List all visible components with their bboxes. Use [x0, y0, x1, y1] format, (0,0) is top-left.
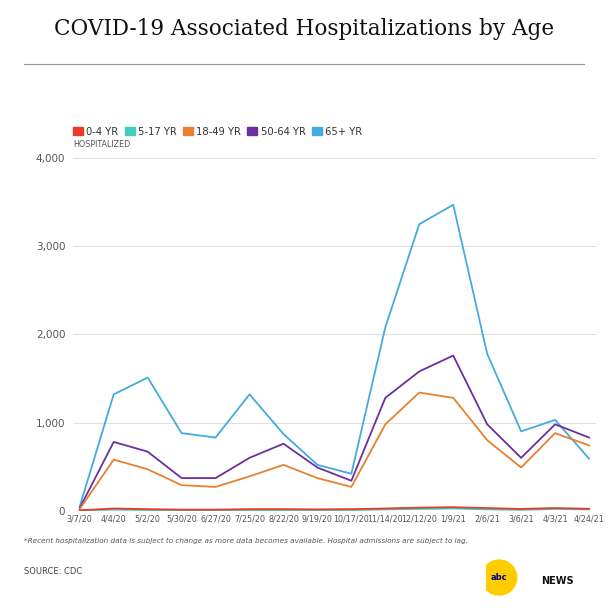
Text: abc: abc: [491, 573, 508, 582]
Circle shape: [482, 560, 517, 595]
Text: HOSPITALIZED: HOSPITALIZED: [73, 140, 130, 149]
Legend: 0-4 YR, 5-17 YR, 18-49 YR, 50-64 YR, 65+ YR: 0-4 YR, 5-17 YR, 18-49 YR, 50-64 YR, 65+…: [73, 127, 362, 137]
Text: SOURCE: CDC: SOURCE: CDC: [24, 567, 83, 576]
Text: COVID-19 Associated Hospitalizations by Age: COVID-19 Associated Hospitalizations by …: [54, 18, 554, 40]
Text: NEWS: NEWS: [541, 576, 574, 586]
Text: *Recent hospitalization data is subject to change as more data becomes available: *Recent hospitalization data is subject …: [24, 538, 468, 544]
